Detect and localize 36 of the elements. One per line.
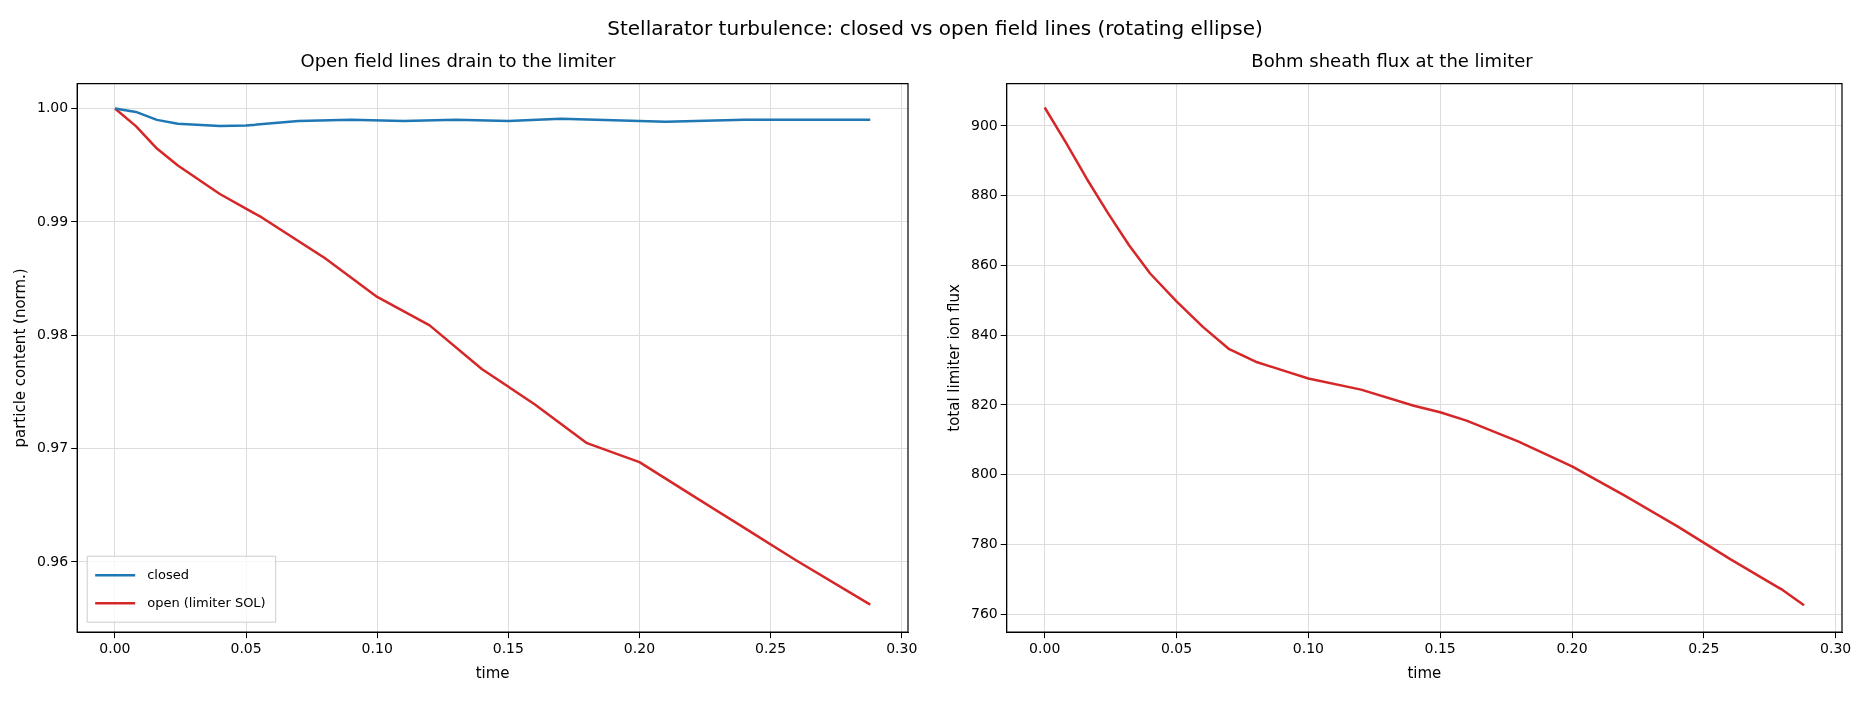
x-tick-label: 0.10 (1292, 640, 1324, 657)
x-tick-label: 0.30 (1820, 640, 1852, 657)
legend-label: open (limiter SOL) (147, 594, 266, 610)
y-tick-label: 760 (970, 604, 998, 621)
x-tick-label: 0.20 (1556, 640, 1588, 657)
x-tick-label: 0.05 (230, 640, 262, 657)
chart-title: Bohm sheath flux at the limiter (1251, 50, 1534, 72)
x-tick-label: 0.15 (1424, 640, 1456, 657)
legend-label: closed (147, 566, 189, 582)
text: Stellarator turbulence: closed vs open field lines (rotating ellipse) (606, 15, 1264, 42)
x-tick-label: 0.20 (623, 640, 656, 657)
x-tick-label: 0.30 (886, 640, 918, 657)
y-axis-title: total limiter ion flux (944, 283, 963, 432)
x-tick-label: 0.25 (754, 640, 787, 657)
y-tick-label: 820 (970, 395, 998, 412)
y-tick-label: 1.00 (37, 99, 69, 116)
x-tick-label: 0.25 (1688, 640, 1720, 657)
chart-title: Open field lines drain to the limiter (300, 50, 617, 72)
y-tick-label: 840 (970, 325, 998, 342)
x-tick-label: 0.10 (361, 640, 393, 657)
x-axis-title: time (1407, 663, 1442, 682)
y-tick-label: 880 (970, 186, 998, 203)
x-tick-label: 0.05 (1160, 640, 1193, 657)
x-tick-label: 0.00 (99, 640, 131, 657)
y-tick-label: 860 (970, 256, 998, 273)
y-tick-label: 0.98 (37, 325, 69, 342)
x-tick-label: 0.00 (1029, 640, 1061, 657)
y-tick-label: 780 (970, 535, 998, 552)
x-tick-label: 0.15 (492, 640, 524, 657)
y-axis-title: particle content (norm.) (10, 268, 29, 448)
y-tick-label: 800 (970, 465, 998, 482)
y-tick-label: 900 (970, 116, 998, 133)
x-axis-title: time (475, 663, 510, 682)
y-tick-label: 0.96 (37, 552, 69, 569)
y-tick-label: 0.99 (37, 212, 69, 229)
y-tick-label: 0.97 (37, 439, 69, 456)
